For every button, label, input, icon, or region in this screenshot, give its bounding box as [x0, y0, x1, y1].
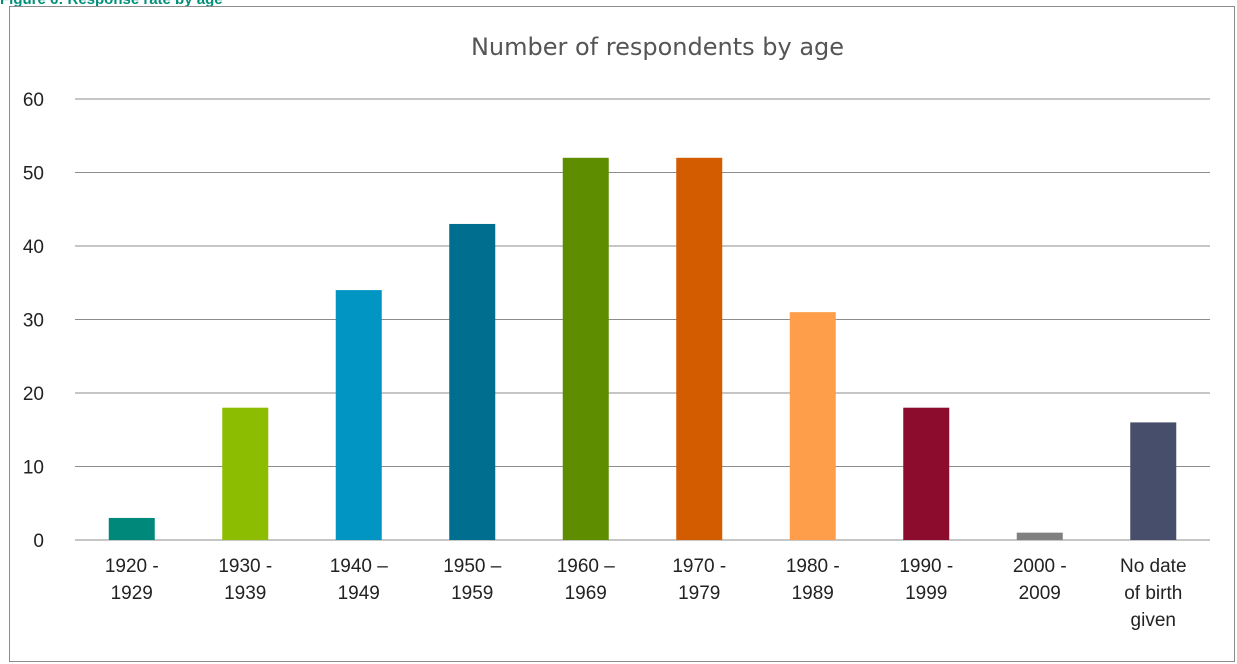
y-axis: 0 10 20 30 40 50 60 [23, 90, 44, 552]
bar [335, 290, 382, 540]
y-tick-label: 40 [23, 237, 44, 258]
x-tick-label-line: 1990 - [899, 556, 953, 577]
chart-frame: Number of respondents by age 0 10 20 30 40 50… [9, 6, 1235, 662]
x-tick-label: 1930 - 1939 [218, 556, 272, 604]
y-tick-label: 10 [23, 458, 44, 479]
figure-caption: Figure 6: Response rate by age [0, 0, 223, 8]
bar-chart: Number of respondents by age 0 10 20 30 40 50… [23, 33, 1210, 631]
x-tick-label-line: 1960 – [557, 556, 616, 577]
chart-title: Number of respondents by age [471, 33, 844, 61]
y-tick-label: 60 [23, 90, 44, 111]
x-tick-label: 1960 – 1969 [557, 556, 616, 604]
x-tick-label-line: 1930 - [218, 556, 272, 577]
bar [562, 157, 609, 541]
x-tick-label-line: 2009 [1019, 583, 1061, 604]
bars [108, 157, 1177, 541]
bar [449, 223, 496, 540]
x-tick-label: 1990 - 1999 [899, 556, 953, 604]
x-tick-label-line: 1920 - [105, 556, 159, 577]
y-tick-label: 20 [23, 384, 44, 405]
x-tick-label-line: 1949 [338, 583, 380, 604]
bar [676, 157, 723, 541]
x-tick-label-line: 1940 – [330, 556, 389, 577]
x-tick-label-line: 1980 - [786, 556, 840, 577]
x-tick-label-line: 1970 - [672, 556, 726, 577]
x-tick-label-line: 2000 - [1013, 556, 1067, 577]
x-tick-label-line: 1929 [111, 583, 153, 604]
bar [789, 312, 836, 540]
x-tick-label: No date of birth given [1120, 556, 1187, 631]
x-tick-label-line: No date [1120, 556, 1187, 577]
y-tick-label: 0 [33, 531, 44, 552]
x-tick-label: 1980 - 1989 [786, 556, 840, 604]
x-tick-label-line: 1979 [678, 583, 720, 604]
x-tick-label: 1920 - 1929 [105, 556, 159, 604]
x-tick-label: 1950 – 1959 [443, 556, 502, 604]
y-tick-label: 50 [23, 164, 44, 185]
bar [222, 407, 269, 540]
x-tick-label: 2000 - 2009 [1013, 556, 1067, 604]
x-tick-label-line: of birth [1124, 583, 1182, 604]
x-tick-label: 1940 – 1949 [330, 556, 389, 604]
x-tick-label-line: 1950 – [443, 556, 502, 577]
x-tick-label-line: 1969 [565, 583, 607, 604]
x-tick-label: 1970 - 1979 [672, 556, 726, 604]
x-tick-label-line: given [1131, 610, 1176, 631]
bar [903, 407, 950, 540]
y-tick-label: 30 [23, 311, 44, 332]
bar [1130, 422, 1177, 540]
bar [108, 517, 155, 540]
bar [1016, 532, 1063, 540]
x-tick-label-line: 1959 [451, 583, 493, 604]
x-axis: 1920 - 1929 1930 - 1939 1940 – 1949 1950 – 1959… [105, 556, 1187, 631]
x-tick-label-line: 1939 [224, 583, 266, 604]
x-tick-label-line: 1999 [905, 583, 947, 604]
x-tick-label-line: 1989 [792, 583, 834, 604]
